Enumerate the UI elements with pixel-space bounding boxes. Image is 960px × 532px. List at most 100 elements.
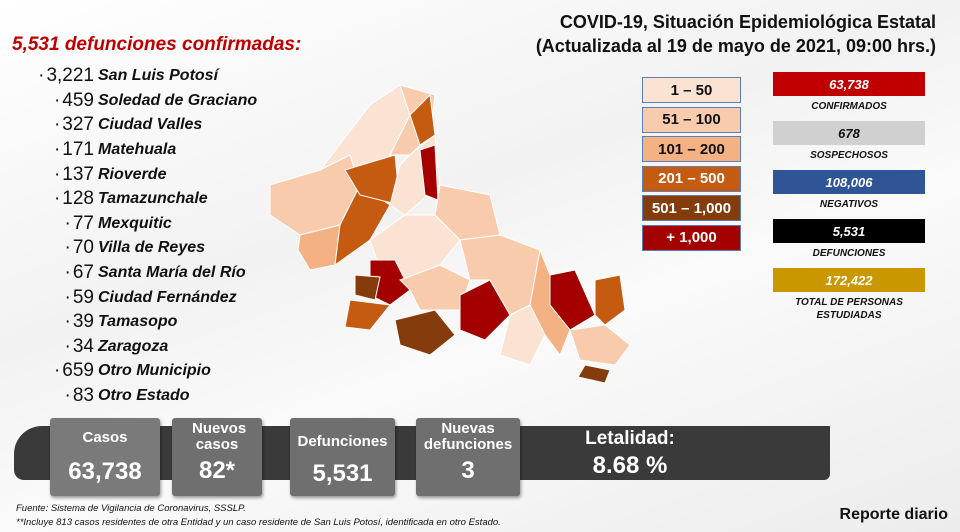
- stat-value: 172,422: [773, 268, 925, 292]
- card-label: Defunciones: [297, 433, 388, 450]
- map-region: [409, 93, 436, 146]
- legend-item: + 1,000: [642, 224, 741, 251]
- letalidad-label: Letalidad:: [585, 428, 675, 449]
- municipality-name: Santa María del Río: [98, 264, 246, 282]
- municipality-name: Tamazunchale: [98, 190, 208, 208]
- death-count: 34: [18, 336, 98, 358]
- map-region: [394, 309, 456, 356]
- municipality-name: Otro Estado: [98, 387, 190, 405]
- footer-note: **Incluye 813 casos residentes de otra E…: [16, 517, 501, 528]
- municipality-name: Rioverde: [98, 165, 167, 183]
- stat-value: 63,738: [773, 72, 925, 96]
- municipality-name: San Luis Potosí: [98, 67, 219, 85]
- stat-label: DEFUNCIONES: [812, 248, 886, 259]
- letalidad: Letalidad: 8.68 %: [560, 428, 700, 480]
- death-count: 327: [18, 114, 98, 136]
- card-nuevas-defunciones: Nuevas defunciones 3: [416, 418, 520, 496]
- card-label: Casos: [82, 429, 128, 446]
- card-value: 82*: [198, 457, 236, 484]
- legend-item: 101 – 200: [642, 136, 741, 162]
- death-count: 3,221: [18, 65, 98, 87]
- stat-item: 63,738 CONFIRMADOS: [773, 72, 925, 113]
- stat-item: 5,531 DEFUNCIONES: [773, 219, 925, 260]
- death-count: 67: [18, 262, 98, 284]
- municipality-name: Mexquitic: [98, 214, 172, 232]
- municipality-name: Zaragoza: [98, 337, 169, 355]
- card-value: 5,531: [312, 460, 373, 487]
- card-label: Nuevas defunciones: [423, 420, 513, 453]
- map-region: [569, 324, 631, 366]
- death-count: 137: [18, 164, 98, 186]
- card-value: 63,738: [68, 458, 142, 485]
- stats-panel: 63,738 CONFIRMADOS 678 SOSPECHOSOS 108,006 NE…: [773, 72, 925, 330]
- deaths-header: 5,531 defunciones confirmadas:: [12, 34, 302, 55]
- death-count: 659: [18, 360, 98, 382]
- municipality-name: Soledad de Graciano: [98, 91, 258, 109]
- legend-item: 51 – 100: [642, 106, 741, 133]
- map-legend: 1 – 50 51 – 100 101 – 200 201 – 500 501 – 1,…: [642, 77, 741, 254]
- map-region: [297, 224, 341, 271]
- stat-value: 5,531: [773, 219, 925, 243]
- death-count: 59: [18, 287, 98, 309]
- stat-item: 172,422 TOTAL DE PERSONAS ESTUDIADAS: [773, 268, 925, 322]
- stat-label: NEGATIVOS: [819, 199, 879, 210]
- map-region: [529, 248, 571, 357]
- footer-source: Fuente: Sistema de Vigilancia de Coronav…: [16, 503, 246, 514]
- state-map: [269, 84, 631, 384]
- legend-item: 501 – 1,000: [642, 195, 741, 221]
- title-line1: COVID-19, Situación Epidemiológica Estat…: [559, 12, 936, 32]
- stat-item: 678 SOSPECHOSOS: [773, 121, 925, 162]
- municipality-name: Ciudad Valles: [98, 116, 203, 134]
- stat-label: TOTAL DE PERSONAS ESTUDIADAS: [795, 297, 903, 321]
- death-count: 128: [18, 188, 98, 210]
- municipality-name: Otro Municipio: [98, 362, 211, 380]
- municipality-name: Villa de Reyes: [98, 239, 206, 257]
- stat-label: CONFIRMADOS: [811, 101, 887, 112]
- card-value: 3: [461, 457, 475, 484]
- map-region: [499, 304, 546, 366]
- stat-item: 108,006 NEGATIVOS: [773, 170, 925, 211]
- stat-value: 108,006: [773, 170, 925, 194]
- letalidad-value: 8.68 %: [592, 452, 668, 479]
- report-label: Reporte diario: [839, 506, 948, 523]
- death-count: 70: [18, 237, 98, 259]
- stat-label: SOSPECHOSOS: [810, 150, 888, 161]
- map-region: [577, 364, 611, 384]
- death-count: 171: [18, 139, 98, 161]
- municipality-name: Ciudad Fernández: [98, 288, 237, 306]
- municipality-name: Matehuala: [98, 141, 177, 159]
- legend-item: 201 – 500: [642, 165, 741, 192]
- map-region: [594, 274, 626, 326]
- map-region: [344, 299, 391, 331]
- map-region: [334, 184, 391, 267]
- death-count: 83: [18, 385, 98, 407]
- page-title: COVID-19, Situación Epidemiológica Estat…: [536, 10, 936, 58]
- card-casos: Casos 63,738: [50, 418, 160, 496]
- municipality-name: Tamasopo: [98, 313, 178, 331]
- map-region: [354, 274, 381, 301]
- death-count: 459: [18, 90, 98, 112]
- death-count: 77: [18, 213, 98, 235]
- card-label: Nuevos casos: [192, 420, 247, 453]
- map-region: [459, 279, 511, 341]
- legend-item: 1 – 50: [642, 77, 741, 103]
- stat-value: 678: [773, 121, 925, 145]
- card-defunciones: Defunciones 5,531: [290, 418, 395, 496]
- death-count: 39: [18, 311, 98, 333]
- title-line2: (Actualizada al 19 de mayo de 2021, 09:0…: [535, 36, 936, 56]
